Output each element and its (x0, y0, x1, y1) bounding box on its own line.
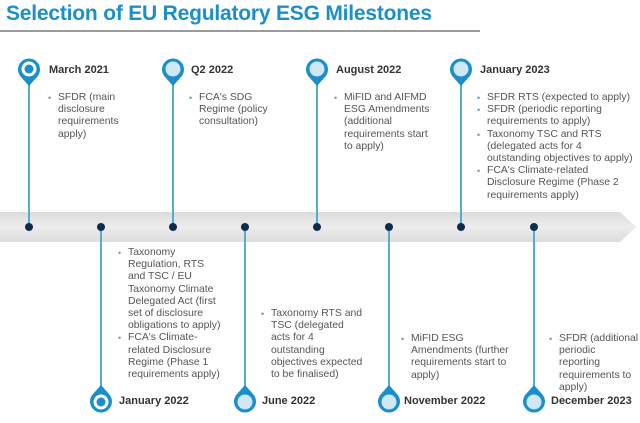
location-pin-icon (450, 58, 472, 86)
milestone-date: November 2022 (404, 395, 486, 407)
timeline-dot (385, 223, 393, 231)
milestone-item: SFDR RTS (expected to apply) (477, 92, 637, 104)
location-pin-icon (234, 385, 256, 413)
milestone-items: Taxonomy RTS and TSC (delegated acts for… (261, 308, 365, 381)
milestone-item: Taxonomy Regulation, RTS and TSC / EU Ta… (118, 247, 224, 332)
milestone-date: August 2022 (336, 64, 402, 76)
milestone-items: MiFID ESG Amendments (further requiremen… (401, 333, 513, 382)
location-pin-icon (306, 58, 328, 86)
milestone-item: Taxonomy TSC and RTS (delegated acts for… (477, 129, 637, 166)
milestone-items: FCA's SDG Regime (policy consultation) (189, 92, 273, 129)
milestone-stem (460, 80, 462, 227)
milestone-item: MiFID and AIFMD ESG Amendments (addition… (334, 92, 434, 153)
timeline-dot (530, 223, 538, 231)
milestone-items: SFDR RTS (expected to apply) SFDR (perio… (477, 92, 637, 202)
milestone-item: FCA's Climate-related Disclosure Regime … (477, 165, 637, 202)
milestone-stem (388, 227, 390, 392)
milestone-date: March 2021 (49, 64, 109, 76)
milestone-stem (172, 80, 174, 227)
location-pin-icon (378, 385, 400, 413)
milestone-stem (533, 227, 535, 392)
location-pin-icon (162, 58, 184, 86)
milestone-stem (244, 227, 246, 392)
timeline-dot (313, 223, 321, 231)
milestone-date: January 2022 (119, 395, 189, 407)
milestone-item: FCA's Climate-related Disclosure Regime … (118, 332, 224, 381)
milestone-item: SFDR (main disclosure requirements apply… (48, 92, 124, 141)
milestone-date: January 2023 (480, 64, 550, 76)
milestone-item: MiFID ESG Amendments (further requiremen… (401, 333, 513, 382)
milestone-item: SFDR (additional periodic reporting requ… (549, 333, 639, 394)
milestone-items: SFDR (additional periodic reporting requ… (549, 333, 639, 394)
milestone-stem (100, 227, 102, 392)
location-pin-icon (523, 385, 545, 413)
milestone-item: SFDR (periodic reporting requirements to… (477, 104, 637, 128)
timeline-dot (25, 223, 33, 231)
milestone-items: Taxonomy Regulation, RTS and TSC / EU Ta… (118, 247, 224, 381)
location-pin-icon (18, 58, 40, 86)
milestone-date: June 2022 (262, 395, 316, 407)
timeline-dot (169, 223, 177, 231)
milestone-items: SFDR (main disclosure requirements apply… (48, 92, 124, 141)
milestone-stem (316, 80, 318, 227)
timeline-dot (241, 223, 249, 231)
milestone-item: FCA's SDG Regime (policy consultation) (189, 92, 273, 129)
milestone-items: MiFID and AIFMD ESG Amendments (addition… (334, 92, 434, 153)
location-pin-icon (90, 385, 112, 413)
timeline-dot (457, 223, 465, 231)
milestone-date: December 2023 (551, 395, 632, 407)
milestone-item: Taxonomy RTS and TSC (delegated acts for… (261, 308, 365, 381)
milestone-date: Q2 2022 (191, 64, 234, 76)
timeline-dot (97, 223, 105, 231)
page-title: Selection of EU Regulatory ESG Milestone… (6, 2, 432, 25)
title-divider (0, 30, 480, 32)
milestone-stem (28, 80, 30, 227)
